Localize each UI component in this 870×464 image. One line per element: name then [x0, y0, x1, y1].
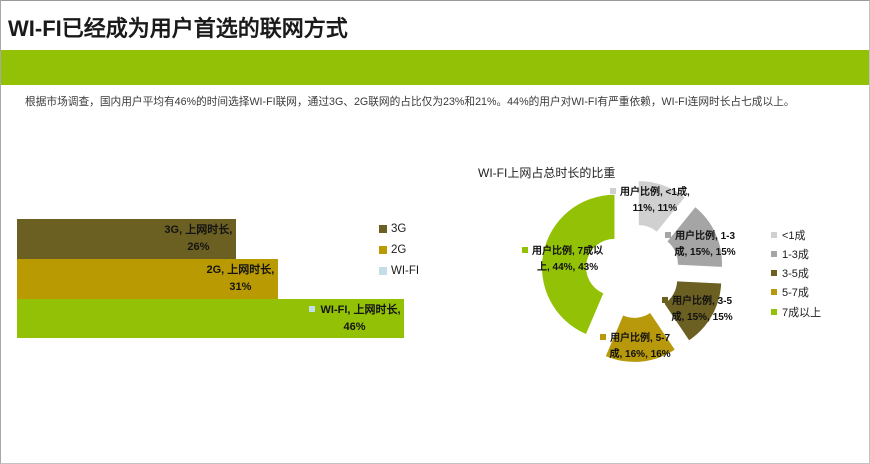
data-label-key-icon — [522, 246, 528, 253]
data-label-key-icon — [308, 305, 315, 312]
legend-item-3G: 3G — [379, 218, 419, 239]
doughnut-data-label-5-7成: 用户比例, 5-7 成, 16%, 16% — [599, 331, 671, 363]
legend-item-2G: 2G — [379, 239, 419, 260]
doughnut-slice-7成以上 — [541, 194, 615, 334]
bar-chart-legend: 3G 2G WI-FI — [379, 218, 419, 281]
legend-swatch-icon — [379, 266, 387, 275]
doughnut-data-label-3-5成: 用户比例, 3-5 成, 15%, 15% — [661, 294, 733, 326]
bar-2G — [17, 259, 278, 299]
legend-label: <1成 — [782, 230, 806, 243]
legend-label: 2G — [391, 243, 407, 256]
doughnut-slice-3-5成 — [664, 281, 722, 341]
doughnut-data-label-7成以上: 用户比例, 7成以 上, 44%, 43% — [522, 244, 603, 276]
legend-label: 3G — [391, 222, 407, 235]
legend-swatch-icon — [771, 289, 777, 296]
legend-swatch-icon — [771, 232, 777, 239]
legend-swatch-icon — [771, 251, 777, 258]
legend-label: 7成以上 — [782, 306, 822, 319]
doughnut-slice-5-7成 — [605, 313, 675, 362]
legend-item-3-5成: 3-5成 — [771, 264, 821, 283]
doughnut-chart-title: WI-FI上网占总时长的比重 — [478, 166, 616, 180]
legend-swatch-icon — [771, 308, 777, 315]
bar-data-label-WI-FI: WI-FI, 上网时长, 46% — [308, 302, 401, 336]
title-accent-band — [0, 50, 870, 85]
legend-swatch-icon — [771, 270, 777, 277]
bar-data-label-3G: 3G, 上网时长, 26% — [164, 224, 233, 254]
legend-item-7成以上: 7成以上 — [771, 302, 821, 321]
doughnut-data-label-1-3成: 用户比例, 1-3 成, 15%, 15% — [664, 229, 736, 261]
doughnut-slice-1-3成 — [667, 207, 722, 267]
legend-item-5-7成: 5-7成 — [771, 283, 821, 302]
bar-data-label-2G: 2G, 上网时长, 31% — [206, 263, 275, 293]
legend-item-1-3成: 1-3成 — [771, 245, 821, 264]
bar-3G — [17, 219, 236, 259]
data-label-key-icon — [610, 187, 616, 194]
bar-WI-FI — [17, 298, 405, 339]
data-label-key-icon — [664, 232, 671, 239]
legend-label: WI-FI — [391, 264, 420, 277]
legend-label: 3-5成 — [782, 268, 809, 281]
data-label-key-icon — [661, 297, 668, 303]
slide-title: WI-FI已经成为用户首选的联网方式 — [8, 16, 348, 41]
doughnut-data-label-<1成: 用户比例, <1成, 11%, 11% — [610, 185, 690, 217]
data-label-key-icon — [599, 334, 606, 341]
legend-label: 5-7成 — [782, 287, 809, 300]
doughnut-slice-<1成 — [638, 181, 685, 232]
legend-label: 1-3成 — [782, 249, 809, 262]
legend-item-WI-FI: WI-FI — [379, 260, 419, 281]
legend-swatch-icon — [379, 224, 387, 233]
doughnut-chart-legend: <1成 1-3成 3-5成 5-7成 7成以上 — [771, 226, 821, 322]
body-text: 根据市场调查，国内用户平均有46%的时间选择WI-FI联网，通过3G、2G联网的… — [25, 96, 795, 108]
legend-item-<1成: <1成 — [771, 226, 821, 245]
legend-swatch-icon — [379, 245, 387, 254]
